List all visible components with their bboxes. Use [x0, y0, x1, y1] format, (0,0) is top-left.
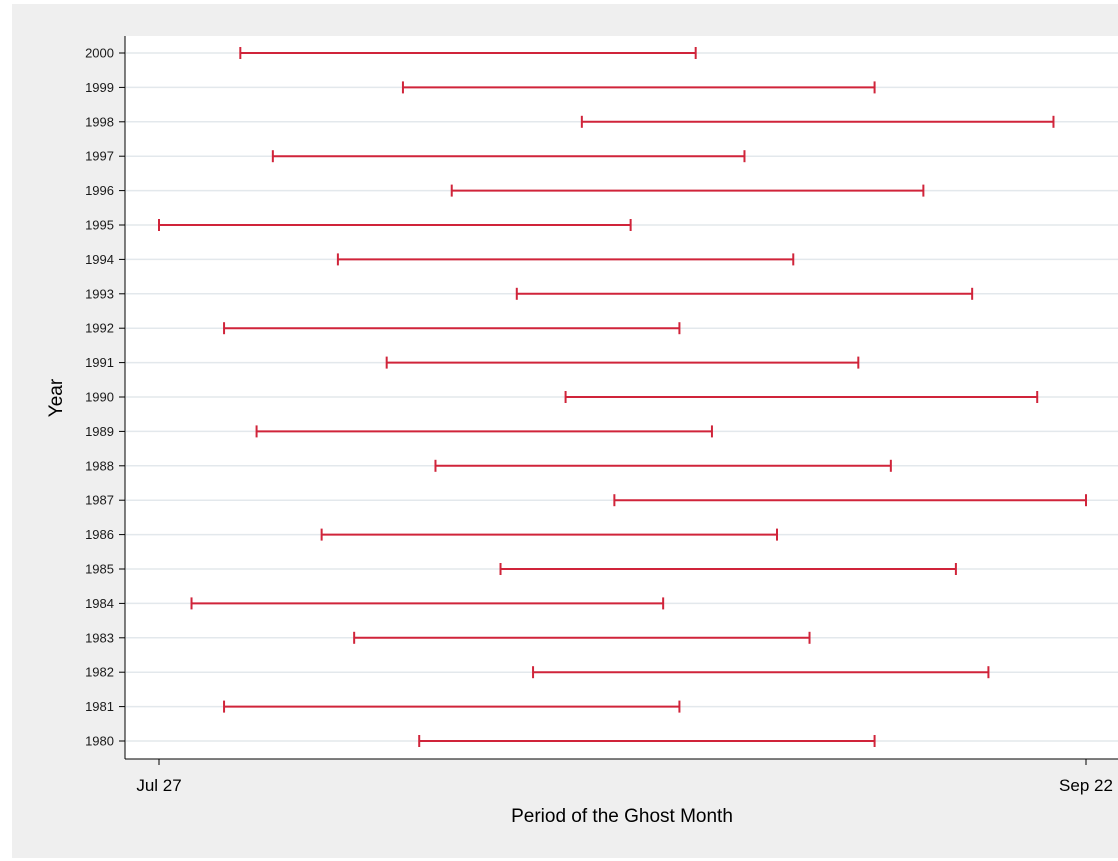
range-bar-1988 — [434, 459, 892, 472]
range-bar-1999 — [401, 81, 876, 94]
range-bar-1989 — [255, 425, 713, 438]
y-tick-label: 1997 — [85, 149, 114, 164]
range-bar-1991 — [385, 356, 860, 369]
range-bar-1983 — [353, 631, 811, 644]
y-tick-label: 1991 — [85, 355, 114, 370]
range-bar-1997 — [271, 150, 746, 163]
y-tick-label: 2000 — [85, 46, 114, 61]
range-bar-1985 — [499, 563, 957, 575]
x-axis-ticks: Jul 27 Sep 22 — [136, 759, 1113, 795]
range-bar-1996 — [450, 184, 925, 197]
range-bar-1980 — [418, 735, 876, 747]
y-tick-label: 1996 — [85, 183, 114, 198]
range-bar-1992 — [223, 322, 681, 335]
x-axis-title: Period of the Ghost Month — [511, 806, 733, 827]
y-tick-label: 1986 — [85, 527, 114, 542]
y-tick-label: 1985 — [85, 562, 114, 577]
range-bar-1987 — [613, 494, 1087, 507]
range-bars — [158, 47, 1087, 747]
range-bar-1990 — [564, 391, 1039, 403]
y-tick-label: 1984 — [85, 596, 114, 611]
y-axis-ticks: 1980 1981 1982 1983 1984 1985 1986 1987 1988 1989… — [85, 46, 125, 749]
range-bar-1994 — [336, 253, 795, 266]
x-tick-label: Jul 27 — [136, 776, 181, 795]
y-tick-label: 1998 — [85, 114, 114, 129]
y-tick-label: 1988 — [85, 458, 114, 473]
range-bar-1986 — [320, 528, 778, 541]
y-tick-label: 1993 — [85, 286, 114, 301]
ghost-month-chart: 1980 1981 1982 1983 1984 1985 1986 1987 1988 1989… — [46, 36, 1118, 827]
range-bar-1998 — [580, 115, 1055, 128]
range-bar-1993 — [515, 287, 974, 300]
range-bar-1995 — [158, 219, 632, 231]
y-tick-label: 1983 — [85, 630, 114, 645]
range-bar-1984 — [190, 597, 665, 610]
y-tick-label: 1980 — [85, 734, 114, 749]
y-tick-label: 1987 — [85, 493, 114, 508]
chart-panel: 1980 1981 1982 1983 1984 1985 1986 1987 1988 1989… — [12, 4, 1118, 858]
x-tick-label: Sep 22 — [1059, 776, 1113, 795]
y-tick-label: 1989 — [85, 424, 114, 439]
range-bar-2000 — [239, 47, 697, 59]
y-tick-label: 1992 — [85, 321, 114, 336]
y-tick-label: 1994 — [85, 252, 114, 267]
y-axis-title: Year — [46, 378, 67, 417]
y-tick-label: 1981 — [85, 699, 114, 714]
y-tick-label: 1999 — [85, 80, 114, 95]
y-tick-label: 1982 — [85, 665, 114, 680]
y-tick-label: 1995 — [85, 218, 114, 233]
range-bar-1981 — [223, 700, 681, 713]
range-bar-1982 — [532, 666, 990, 679]
y-tick-label: 1990 — [85, 390, 114, 405]
